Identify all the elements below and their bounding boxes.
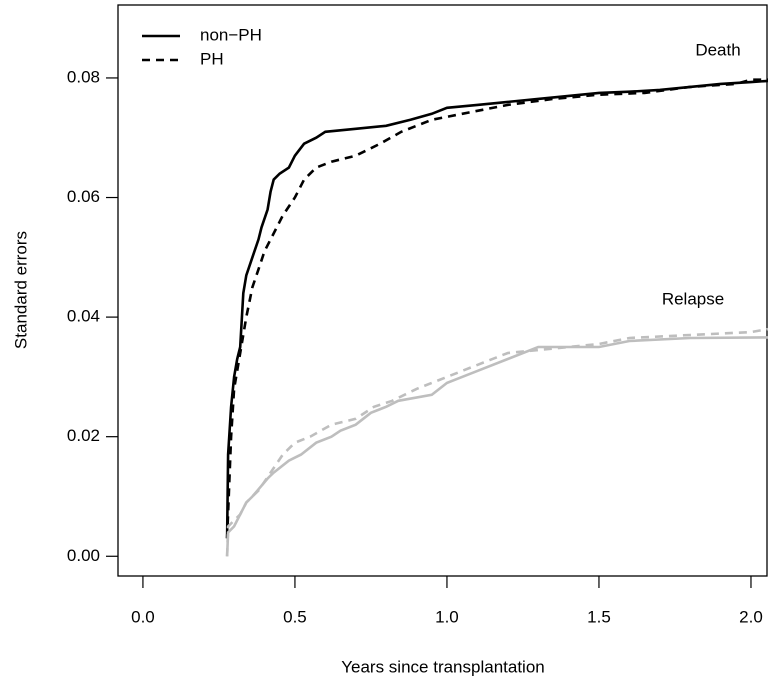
y-tick-label: 0.04 [67,307,100,326]
legend-label: non−PH [200,25,262,44]
series-line [225,78,768,539]
legend-label: PH [200,49,224,68]
y-axis-title: Standard errors [11,231,30,349]
x-tick-label: 0.5 [283,607,307,626]
x-tick-label: 1.0 [435,607,459,626]
series-line [225,336,768,557]
y-tick-label: 0.00 [67,546,100,565]
x-tick-label: 2.0 [739,607,763,626]
x-tick-label: 1.5 [587,607,611,626]
y-tick-label: 0.02 [67,426,100,445]
x-axis-title: Years since transplantation [341,657,545,676]
series-line [225,327,768,557]
series-line [225,79,768,539]
plot-frame [117,4,768,577]
x-tick-label: 0.0 [131,607,155,626]
y-tick-label: 0.08 [67,67,100,86]
annotation: Relapse [662,289,724,308]
plot-area [225,78,768,557]
annotation: Death [695,40,740,59]
y-tick-label: 0.06 [67,187,100,206]
